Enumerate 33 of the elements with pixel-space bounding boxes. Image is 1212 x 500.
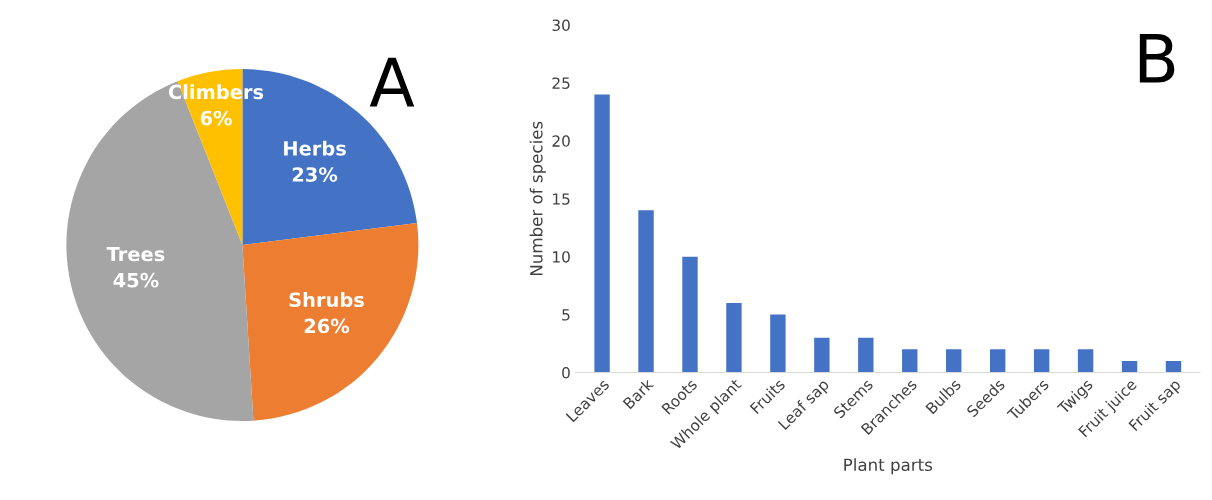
bar — [946, 349, 962, 373]
bar — [1033, 349, 1050, 373]
y-tick-label: 0 — [562, 366, 570, 379]
pie-slice — [242, 222, 419, 421]
bar — [638, 210, 654, 373]
y-tick-label: 15 — [553, 193, 570, 205]
y-tick-label: 10 — [553, 251, 570, 263]
y-tick-label: 5 — [562, 309, 570, 321]
slice-label: Trees — [106, 246, 165, 262]
y-tick-label: 30 — [552, 19, 570, 32]
bar — [770, 314, 786, 373]
y-tick-label: 25 — [552, 77, 570, 89]
slice-label: Shrubs — [289, 292, 364, 308]
data-label: 6% — [200, 110, 232, 126]
bar — [682, 256, 698, 373]
bar — [989, 349, 1006, 373]
bar — [902, 349, 918, 373]
annotation: B — [1139, 34, 1175, 83]
bar — [726, 303, 742, 373]
bar — [1077, 349, 1094, 373]
data-label: 23% — [292, 167, 338, 182]
bar — [1121, 360, 1138, 373]
data-label: 45% — [113, 272, 159, 288]
data-label: 26% — [304, 318, 350, 334]
bar — [594, 94, 610, 373]
bar — [858, 337, 874, 373]
bar — [1165, 360, 1182, 373]
text: A — [369, 57, 415, 107]
bar — [814, 337, 830, 373]
y-axis-title: Number of species — [529, 121, 546, 276]
y-tick-label: 20 — [552, 135, 570, 147]
slice-label: Herbs — [284, 140, 346, 156]
x-axis-title: Plant parts — [844, 458, 933, 475]
